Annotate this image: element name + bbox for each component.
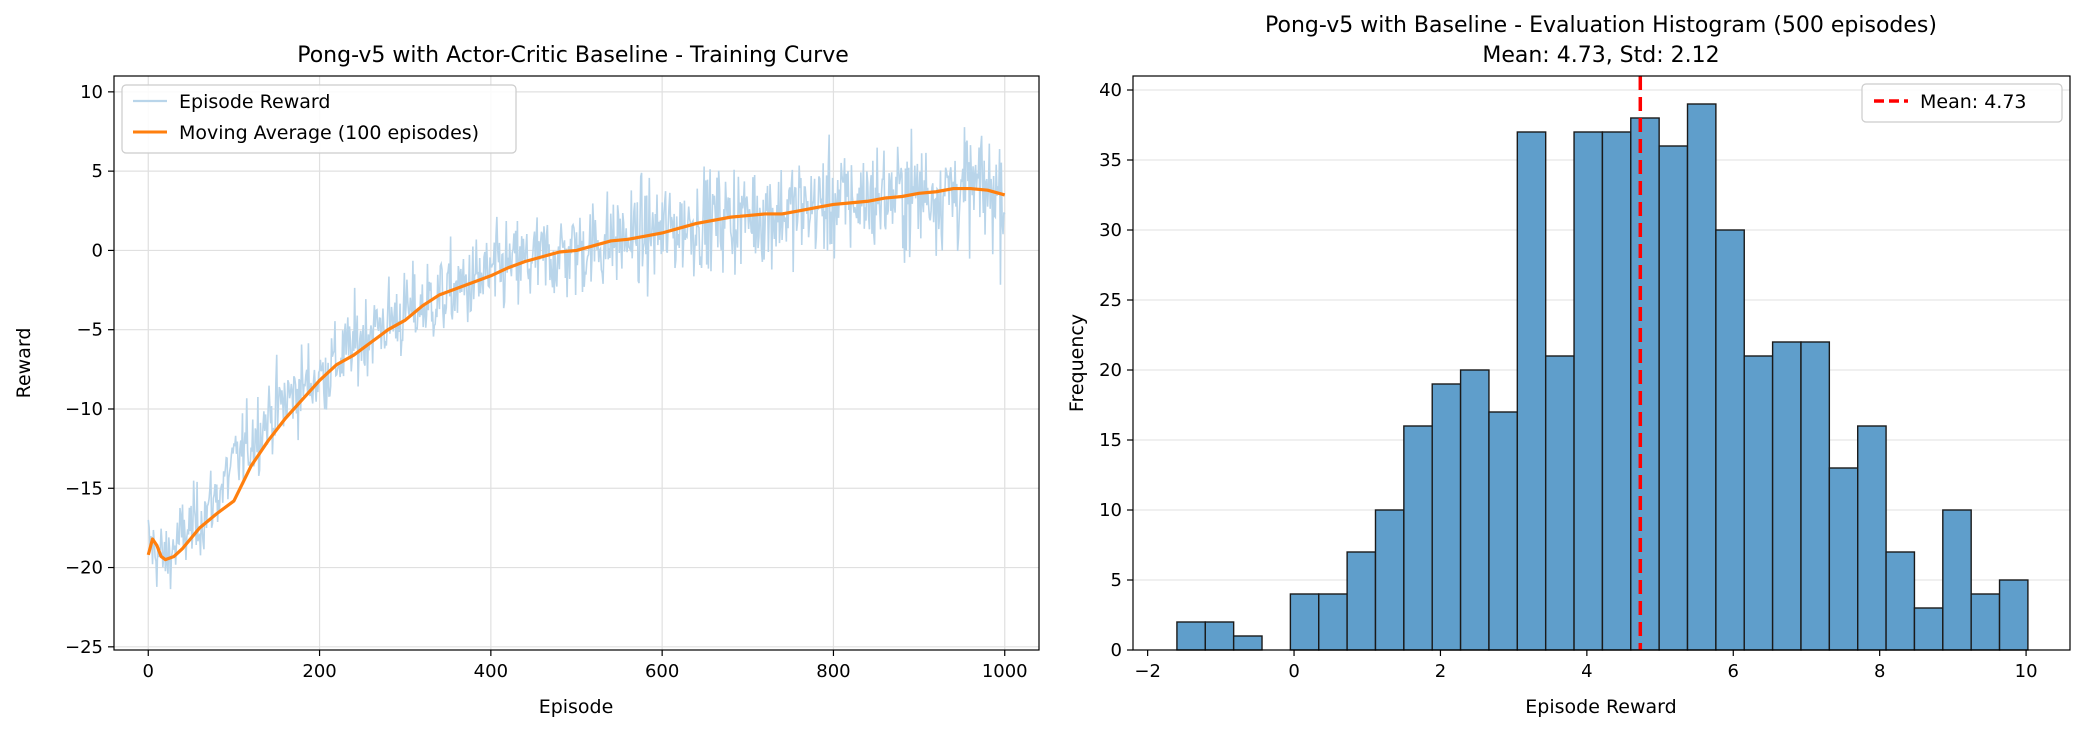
histogram-bar — [1601, 131, 1632, 651]
histogram-bar — [1459, 369, 1490, 651]
chart2-y-tick-label: 30 — [1099, 220, 1122, 241]
chart2-subtitle: Mean: 4.73, Std: 2.12 — [1482, 43, 1719, 68]
chart2-title: Pong-v5 with Baseline - Evaluation Histo… — [1265, 13, 1937, 38]
histogram-bar — [1544, 355, 1575, 651]
chart2-x-axis-label: Episode Reward — [1525, 696, 1676, 718]
chart2-x-tick-label: 6 — [1728, 661, 1739, 682]
chart1-y-tick-label: 0 — [92, 240, 103, 261]
chart1-y-tick-label: −15 — [65, 478, 103, 499]
chart2-y-ticks: 0 5 10 15 20 25 30 35 40 — [1099, 80, 1133, 661]
chart1-legend-label-moving-average: Moving Average (100 episodes) — [179, 122, 479, 144]
histogram-bar — [1771, 341, 1802, 651]
chart1-title: Pong-v5 with Actor-Critic Baseline - Tra… — [297, 43, 849, 68]
chart1-x-ticks: 0 200 400 600 800 1000 — [143, 650, 1028, 682]
histogram-bar — [1885, 551, 1916, 651]
chart2-legend-label-mean: Mean: 4.73 — [1920, 91, 2027, 113]
chart1-x-axis-label: Episode — [539, 696, 614, 718]
histogram-bar — [1970, 593, 2001, 651]
histogram-bar — [1800, 341, 1831, 651]
chart2-y-tick-label: 25 — [1099, 290, 1122, 311]
chart2-bars — [1176, 103, 2029, 651]
chart2-y-tick-label: 10 — [1099, 500, 1122, 521]
histogram-bar — [1573, 131, 1604, 651]
chart1-y-tick-label: −10 — [65, 399, 103, 420]
chart2-x-tick-label: 0 — [1288, 661, 1299, 682]
chart2-y-axis-label: Frequency — [1066, 314, 1088, 412]
chart2-x-tick-label: 8 — [1874, 661, 1885, 682]
histogram-bar — [1743, 355, 1774, 651]
histogram-bar — [1176, 621, 1206, 651]
histogram-bar — [1715, 229, 1745, 651]
histogram-bar — [1346, 551, 1377, 651]
chart1-y-tick-label: 10 — [80, 82, 103, 103]
histogram-bar — [1686, 103, 1717, 651]
chart1-y-tick-label: −5 — [76, 320, 103, 341]
histogram-bar — [1403, 425, 1433, 651]
histogram-bar — [1828, 467, 1859, 651]
chart1-x-tick-label: 0 — [143, 661, 154, 682]
chart1-gridlines — [114, 76, 1039, 650]
chart1-plot-frame — [113, 75, 1040, 651]
chart1-legend-box — [121, 84, 517, 154]
chart1-x-tick-label: 200 — [302, 661, 336, 682]
chart2-y-tick-label: 35 — [1099, 150, 1122, 171]
chart1-x-tick-label: 800 — [816, 661, 850, 682]
chart2-legend-box — [1861, 83, 2063, 123]
histogram-bar — [1630, 117, 1660, 651]
histogram-bar — [1857, 425, 1887, 651]
histogram-bar — [1998, 579, 2029, 651]
evaluation-histogram-chart: Pong-v5 with Baseline - Evaluation Histo… — [1066, 13, 2071, 718]
chart2-y-tick-label: 40 — [1099, 80, 1122, 101]
histogram-bar — [1204, 621, 1235, 651]
histogram-bar — [1232, 635, 1263, 651]
chart1-y-ticks: −25 −20 −15 −10 −5 0 5 10 — [65, 82, 114, 658]
chart1-y-tick-label: −25 — [65, 637, 103, 658]
chart2-y-tick-label: 15 — [1099, 430, 1122, 451]
chart2-legend: Mean: 4.73 — [1861, 83, 2063, 123]
chart1-x-tick-label: 400 — [474, 661, 508, 682]
chart1-series-episode-reward — [147, 127, 1006, 590]
chart2-plot-frame — [1132, 75, 2071, 651]
chart2-y-tick-label: 20 — [1099, 360, 1122, 381]
histogram-bar — [1318, 593, 1348, 651]
chart1-legend: Episode Reward Moving Average (100 episo… — [121, 84, 517, 154]
histogram-bar — [1516, 131, 1547, 651]
chart2-y-tick-label: 0 — [1111, 640, 1122, 661]
training-curve-chart: Pong-v5 with Actor-Critic Baseline - Tra… — [13, 43, 1040, 718]
chart1-y-axis-label: Reward — [13, 328, 35, 399]
histogram-bar — [1488, 411, 1519, 651]
chart2-x-tick-label: −2 — [1134, 661, 1161, 682]
chart2-x-tick-label: 10 — [2015, 661, 2038, 682]
chart1-y-tick-label: 5 — [92, 161, 103, 182]
chart2-x-ticks: −2 0 2 4 6 8 10 — [1134, 650, 2038, 682]
histogram-bar — [1913, 607, 1944, 651]
histogram-bar — [1289, 593, 1320, 651]
chart1-x-tick-label: 1000 — [982, 661, 1028, 682]
chart2-x-tick-label: 4 — [1581, 661, 1592, 682]
chart1-series-moving-average — [146, 186, 1006, 562]
chart1-series — [146, 127, 1006, 590]
chart2-x-tick-label: 2 — [1435, 661, 1446, 682]
histogram-bar — [1942, 509, 1972, 651]
histogram-bar — [1431, 383, 1462, 651]
histogram-bar — [1374, 509, 1405, 651]
histogram-bar — [1658, 145, 1689, 651]
chart1-x-tick-label: 600 — [645, 661, 679, 682]
chart1-y-tick-label: −20 — [65, 558, 103, 579]
chart1-legend-label-episode-reward: Episode Reward — [179, 91, 330, 113]
chart2-y-tick-label: 5 — [1111, 570, 1122, 591]
